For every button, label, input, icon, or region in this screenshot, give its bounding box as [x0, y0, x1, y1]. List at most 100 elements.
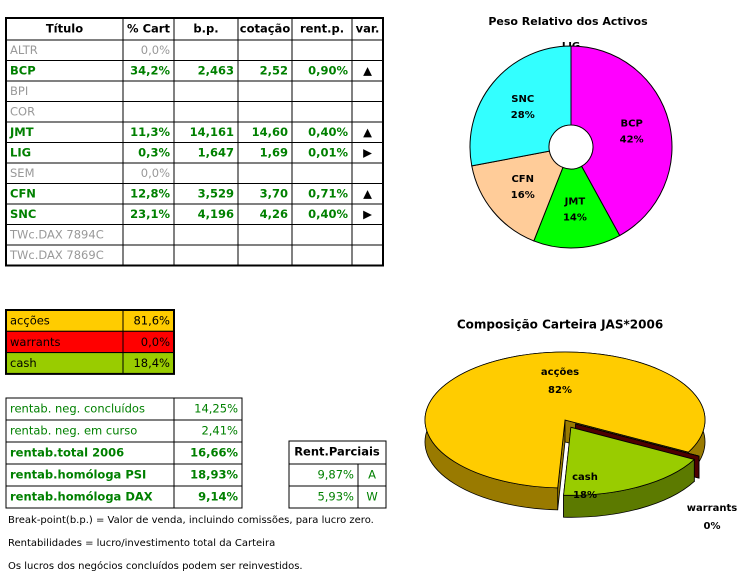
- pie-slice: [570, 45, 673, 237]
- pie-slice: [533, 165, 621, 249]
- table-cell: 14,161: [190, 125, 234, 139]
- header-cell: % Cart: [127, 22, 170, 36]
- table-cell: JMT: [9, 125, 34, 139]
- table-cell: 0,3%: [138, 146, 170, 160]
- slice-label: 42%: [620, 134, 644, 145]
- cell: [237, 101, 293, 123]
- table-cell: 0,71%: [308, 187, 348, 201]
- table-cell: 11,3%: [130, 125, 170, 139]
- table-cell: 23,1%: [130, 207, 170, 221]
- table-cell: ▲: [363, 187, 372, 201]
- pie-slice: [575, 423, 700, 457]
- cell: [122, 80, 175, 102]
- note: Os lucros dos negócios concluídos podem …: [8, 560, 303, 572]
- slice-label: 28%: [511, 110, 535, 121]
- slice-label: 14%: [563, 212, 587, 223]
- cell: [237, 162, 293, 184]
- header-cell: cotação: [240, 22, 291, 36]
- cell: [291, 224, 353, 246]
- partial-header: Rent.Parciais: [294, 445, 380, 459]
- partial-value: 5,93%: [317, 490, 354, 504]
- pie-slice: [471, 150, 564, 242]
- table-cell: 4,196: [198, 207, 234, 221]
- returns-label: rentab.homóloga PSI: [10, 468, 146, 482]
- table-border: [5, 17, 384, 267]
- cell: [351, 244, 384, 266]
- table-cell: 0,40%: [308, 207, 348, 221]
- table-cell: CFN: [10, 187, 36, 201]
- returns-value: 2,41%: [201, 424, 238, 438]
- header-cell: rent.p.: [300, 22, 344, 36]
- cell: [122, 244, 175, 266]
- allocation-value: 18,4%: [133, 356, 170, 370]
- cell: [237, 80, 293, 102]
- slice-name: warrants: [687, 503, 737, 514]
- cell: [122, 224, 175, 246]
- pie-slice: [424, 351, 706, 489]
- slice-name: JMT: [564, 196, 586, 207]
- cell: [291, 101, 353, 123]
- slice-name: SNC: [511, 94, 534, 105]
- table-cell: 0,0%: [141, 166, 170, 180]
- slice-label: 16%: [511, 190, 535, 201]
- partial-code: A: [368, 468, 376, 482]
- returns-value: 18,93%: [190, 468, 238, 482]
- table-cell: ▲: [363, 125, 372, 139]
- table-cell: SNC: [10, 207, 36, 221]
- partial-value: 9,87%: [317, 468, 354, 482]
- table-cell: 0,0%: [141, 43, 170, 57]
- table-cell: 1,647: [198, 146, 234, 160]
- table-cell: 12,8%: [130, 187, 170, 201]
- cell: [237, 224, 293, 246]
- table-cell: TWc.DAX 7894C: [9, 228, 104, 242]
- returns-value: 9,14%: [198, 490, 238, 504]
- allocation-border: [5, 309, 175, 375]
- table-cell: 0,01%: [308, 146, 348, 160]
- cell: [173, 485, 243, 509]
- slice-name: cash: [572, 472, 598, 483]
- cell: [173, 101, 239, 123]
- table-cell: 34,2%: [130, 64, 170, 78]
- cell: [351, 224, 384, 246]
- slice-name: CFN: [511, 174, 534, 185]
- slice-name: acções: [541, 367, 579, 378]
- cell: [173, 224, 239, 246]
- table-cell: BCP: [10, 64, 36, 78]
- table-cell: BPI: [10, 84, 28, 98]
- cell: [291, 80, 353, 102]
- slice-name: BCP: [621, 118, 643, 129]
- allocation-value: 81,6%: [133, 314, 170, 328]
- returns-label: rentab.total 2006: [10, 446, 124, 460]
- table-cell: 3,529: [198, 187, 234, 201]
- returns-label: rentab. neg. em curso: [10, 424, 137, 438]
- cell: [351, 162, 384, 184]
- cell: [173, 244, 239, 266]
- slice-label: 18%: [573, 490, 597, 501]
- cell: [357, 485, 387, 509]
- table-cell: 1,69: [260, 146, 288, 160]
- table-cell: ▶: [363, 146, 372, 160]
- table-cell: 2,52: [260, 64, 288, 78]
- table-cell: TWc.DAX 7869C: [9, 248, 104, 262]
- cell: [173, 39, 239, 61]
- header-cell: var.: [356, 22, 380, 36]
- table-cell: SEM: [10, 166, 35, 180]
- note: Rentabilidades = lucro/investimento tota…: [8, 538, 275, 549]
- returns-label: rentab.homóloga DAX: [10, 490, 153, 504]
- header-cell: Título: [46, 22, 83, 36]
- cell: [237, 244, 293, 266]
- pie-slice: [469, 45, 572, 167]
- table-cell: 0,40%: [308, 125, 348, 139]
- cell: [351, 101, 384, 123]
- note: Break-point(b.p.) = Valor de venda, incl…: [8, 515, 374, 526]
- table-cell: ▲: [363, 64, 372, 78]
- slice-label: 82%: [548, 385, 572, 396]
- cell: [122, 101, 175, 123]
- cell: [173, 80, 239, 102]
- table-cell: 4,26: [260, 207, 288, 221]
- table-cell: 0,90%: [308, 64, 348, 78]
- cell: [351, 39, 384, 61]
- allocation-value: 0,0%: [141, 335, 170, 349]
